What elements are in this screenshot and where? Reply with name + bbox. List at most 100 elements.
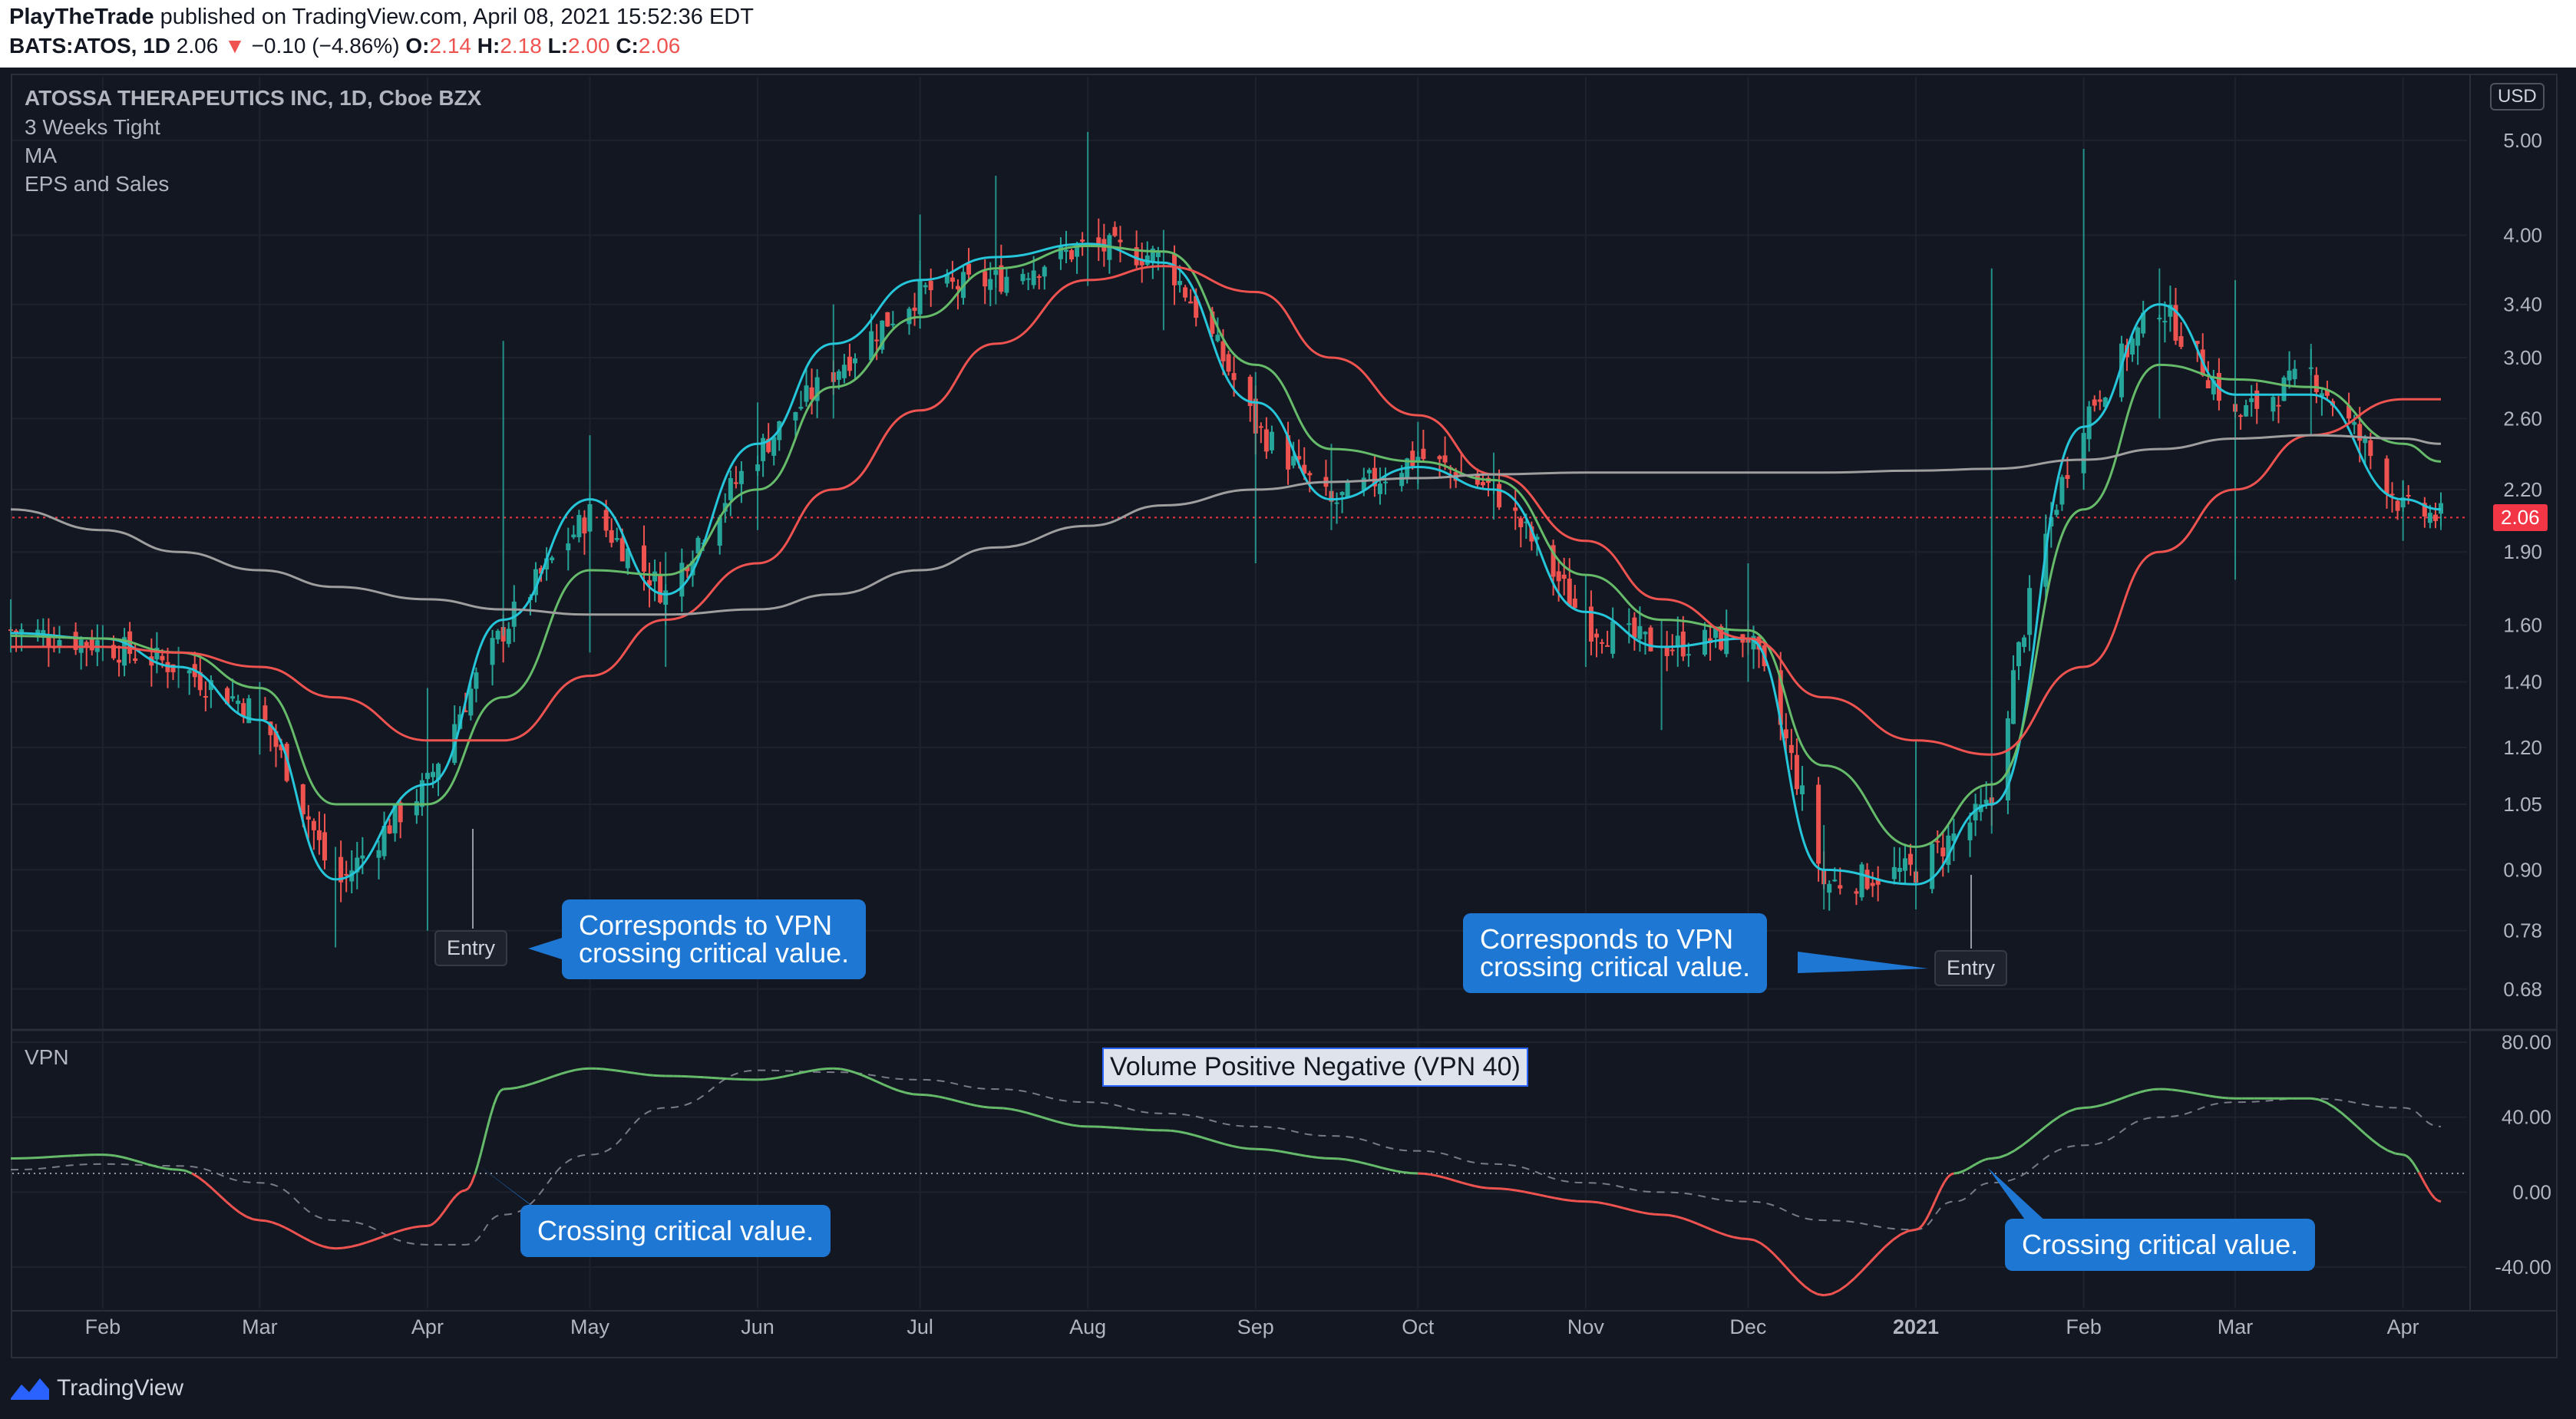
- chart-title[interactable]: ATOSSA THERAPEUTICS INC, 1D, Cboe BZX: [25, 86, 482, 110]
- vpn-segment: [492, 1096, 498, 1106]
- candle-body: [2244, 405, 2249, 417]
- candle-body: [728, 477, 733, 500]
- candle-body: [928, 280, 933, 291]
- vpn-segment: [1280, 1150, 1288, 1154]
- price-tick-label: 0.68: [2503, 978, 2542, 1001]
- candle-body: [2395, 500, 2400, 511]
- vpn-segment: [483, 1127, 489, 1140]
- vpn-segment: [436, 1216, 441, 1222]
- footer-brand[interactable]: TradingView: [57, 1375, 184, 1401]
- vpn-segment: [1927, 1208, 1933, 1216]
- author-name[interactable]: PlayTheTrade: [9, 5, 154, 29]
- candle-body: [1524, 521, 1529, 523]
- tradingview-logo-icon[interactable]: [9, 1375, 51, 1401]
- vpn-segment: [1854, 1269, 1864, 1279]
- candle-body: [2427, 513, 2432, 523]
- vpn-segment: [1907, 1228, 1917, 1233]
- candle-body: [1529, 526, 1534, 542]
- vpn-segment: [1683, 1217, 1691, 1223]
- candle-body: [793, 411, 798, 421]
- candle-body: [652, 571, 658, 582]
- vpn-segment: [2222, 1096, 2229, 1100]
- candle-body: [2022, 637, 2027, 647]
- candle-body: [1551, 545, 1556, 577]
- ma-long-line: [10, 434, 2442, 616]
- candle-body: [582, 517, 587, 534]
- candle-body: [1973, 804, 1978, 821]
- currency-button[interactable]: USD: [2490, 83, 2545, 111]
- vpn-segment: [531, 1080, 540, 1085]
- candle-body: [273, 731, 279, 747]
- vpn-segment: [2379, 1144, 2389, 1152]
- vpn-segment: [1877, 1246, 1887, 1256]
- candle-body: [1827, 883, 1832, 893]
- vpn-segment: [1817, 1292, 1825, 1297]
- vpn-segment: [1991, 1156, 2000, 1160]
- vpn-segment: [1861, 1262, 1871, 1272]
- vpn-segment: [33, 1156, 42, 1160]
- vpn-segment: [524, 1082, 533, 1087]
- chart-frame[interactable]: [11, 74, 2558, 1358]
- callout-arrow-left: [528, 938, 562, 959]
- vpn-segment: [646, 1073, 653, 1077]
- candle-body: [625, 548, 630, 569]
- candle-body: [1794, 754, 1799, 790]
- vpn-segment: [1748, 1238, 1755, 1242]
- vpn-segment: [1501, 1187, 1510, 1191]
- indicator-3-weeks-tight[interactable]: 3 Weeks Tight: [25, 115, 160, 139]
- candle-body: [1588, 606, 1593, 642]
- ma-mid-line: [10, 245, 2442, 848]
- vpn-segment: [582, 1067, 590, 1071]
- vpn-segment: [239, 1211, 247, 1218]
- vpn-segment: [782, 1074, 790, 1078]
- candle-body: [533, 569, 538, 596]
- vpn-segment: [1591, 1200, 1599, 1204]
- candle-body: [619, 538, 625, 562]
- candle-body: [2059, 477, 2065, 505]
- candle-body: [2254, 390, 2260, 409]
- ma-slow-line: [11, 265, 2441, 756]
- vpn-segment: [1934, 1193, 1940, 1203]
- vpn-segment: [1733, 1236, 1742, 1240]
- candle-body: [154, 648, 160, 660]
- indicator-ma[interactable]: MA: [25, 144, 57, 167]
- candle-body: [1967, 822, 1973, 840]
- vpn-segment: [56, 1154, 65, 1158]
- vpn-segment: [1312, 1156, 1319, 1160]
- candle-body: [576, 515, 582, 537]
- vpn-callout-arrow-right: [1988, 1168, 2048, 1223]
- vpn-segment: [2325, 1101, 2335, 1109]
- vpn-segment: [1921, 1219, 1927, 1226]
- vpn-segment: [575, 1068, 583, 1071]
- vpn-segment: [2408, 1157, 2414, 1163]
- candle-body: [46, 638, 51, 646]
- vpn-segment: [847, 1069, 856, 1074]
- candle-body: [468, 688, 474, 716]
- candle-body: [1664, 646, 1669, 656]
- vpn-segment: [2013, 1144, 2023, 1152]
- candle-body: [84, 642, 89, 646]
- entry-label-right[interactable]: Entry: [1934, 950, 2008, 986]
- candle-body: [2205, 380, 2211, 389]
- entry-label-left[interactable]: Entry: [434, 930, 508, 966]
- candle-body: [360, 855, 365, 859]
- candle-body: [679, 563, 685, 597]
- candle-body: [414, 801, 419, 816]
- indicator-eps-sales[interactable]: EPS and Sales: [25, 172, 170, 196]
- candle-body: [836, 371, 841, 380]
- vpn-segment: [546, 1074, 554, 1081]
- vpn-pane-label[interactable]: VPN: [25, 1045, 69, 1069]
- vpn-segment: [1318, 1157, 1326, 1160]
- candle-body: [111, 645, 116, 658]
- candle-body: [722, 503, 728, 512]
- vpn-segment: [191, 1172, 200, 1179]
- close-value: 2.06: [638, 34, 681, 58]
- candle-body: [738, 470, 744, 484]
- candle-body: [1188, 301, 1194, 304]
- vpn-segment: [1754, 1239, 1762, 1245]
- candle-body: [2005, 718, 2010, 800]
- vpn-segment: [2333, 1106, 2343, 1114]
- candle-body: [381, 826, 387, 856]
- vpn-segment: [1985, 1157, 1990, 1161]
